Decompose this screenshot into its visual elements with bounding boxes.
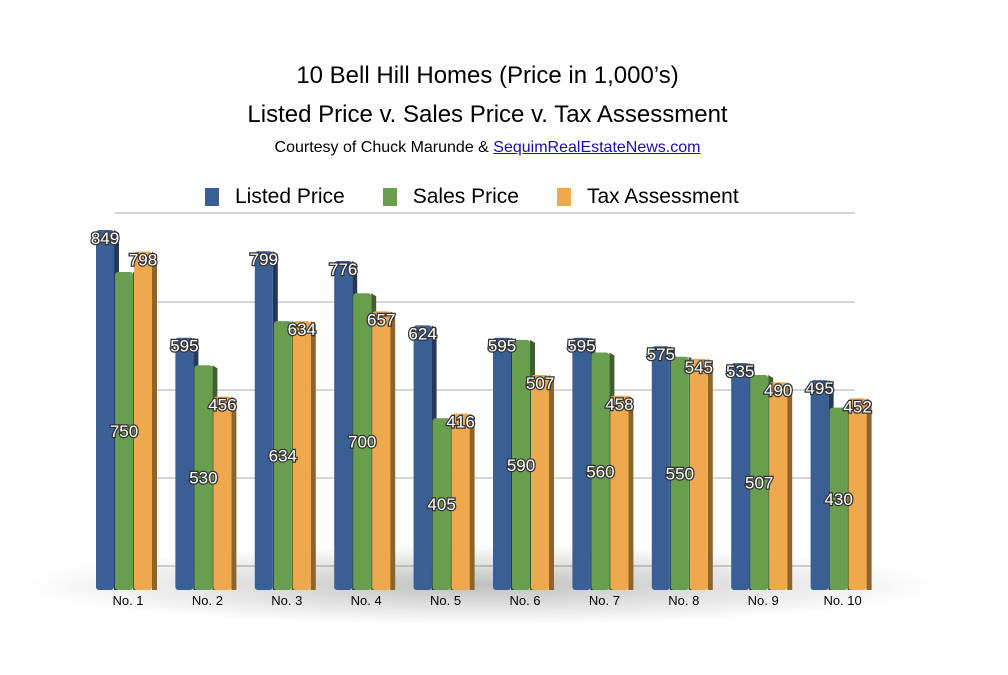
chart-title: 10 Bell Hill Homes (Price in 1,000’s) bbox=[296, 62, 679, 89]
bar-sales-price bbox=[512, 339, 530, 590]
bar-tax-assessment bbox=[292, 321, 311, 590]
bar-sales-price bbox=[353, 293, 372, 590]
bar-sales-price bbox=[591, 352, 610, 590]
value-label: 595 bbox=[488, 337, 516, 356]
value-label: 495 bbox=[805, 379, 833, 398]
value-label: 458 bbox=[605, 395, 633, 414]
category-label: No. 6 bbox=[509, 593, 540, 608]
legend: Listed Price Sales Price Tax Assessment bbox=[205, 185, 777, 209]
value-label: 595 bbox=[567, 337, 595, 356]
bar-tax-assessment bbox=[848, 398, 867, 590]
bar-listed-price bbox=[413, 325, 432, 590]
value-label: 634 bbox=[269, 447, 297, 466]
bar-listed-price bbox=[175, 337, 194, 590]
legend-swatch bbox=[382, 188, 397, 206]
category-label: No. 3 bbox=[271, 593, 302, 608]
credit-link[interactable]: SequimRealEstateNews.com bbox=[493, 139, 701, 156]
bar-side bbox=[866, 398, 872, 590]
value-label: 550 bbox=[666, 464, 694, 483]
value-label: 624 bbox=[408, 324, 436, 343]
floor-shadow bbox=[20, 545, 940, 625]
bar-listed-price bbox=[334, 260, 353, 590]
value-label: 560 bbox=[586, 462, 614, 481]
legend-swatch bbox=[205, 188, 219, 206]
value-label: 507 bbox=[745, 474, 773, 493]
value-label: 490 bbox=[764, 381, 792, 400]
value-label: 750 bbox=[110, 422, 138, 441]
bar-side bbox=[231, 396, 237, 590]
value-label: 657 bbox=[367, 310, 395, 329]
bar-listed-price bbox=[493, 337, 511, 590]
value-label: 776 bbox=[329, 260, 357, 279]
bar-listed-price bbox=[572, 337, 591, 590]
value-label: 405 bbox=[427, 495, 455, 514]
category-label: No. 9 bbox=[748, 593, 779, 608]
value-label: 535 bbox=[726, 362, 754, 381]
value-label: 799 bbox=[250, 250, 278, 269]
value-label: 798 bbox=[129, 251, 157, 270]
bar-sales-price bbox=[750, 375, 769, 590]
bar-side bbox=[469, 413, 475, 590]
chart-credit: Courtesy of Chuck Marunde & SequimRealEs… bbox=[0, 139, 975, 157]
value-label: 530 bbox=[189, 469, 217, 488]
value-label: 430 bbox=[824, 490, 852, 509]
value-label: 700 bbox=[348, 433, 376, 452]
category-label: No. 2 bbox=[192, 593, 223, 608]
category-label: No. 7 bbox=[589, 593, 620, 608]
category-label: No. 10 bbox=[823, 593, 861, 608]
category-label: No. 4 bbox=[351, 593, 382, 608]
credit-text: Courtesy of Chuck Marunde & bbox=[274, 139, 494, 156]
value-label: 507 bbox=[526, 374, 554, 393]
value-label: 545 bbox=[685, 358, 713, 377]
value-label: 452 bbox=[843, 397, 871, 416]
bar-side bbox=[549, 375, 554, 590]
legend-label: Tax Assessment bbox=[586, 185, 739, 208]
category-label: No. 5 bbox=[430, 593, 461, 608]
bar-side bbox=[707, 358, 713, 590]
bar-side bbox=[390, 311, 396, 590]
category-label: No. 1 bbox=[112, 593, 143, 608]
bar-side bbox=[628, 395, 634, 590]
bar-listed-price bbox=[731, 363, 750, 590]
value-label: 595 bbox=[170, 337, 198, 356]
bar-side bbox=[152, 251, 157, 590]
bar-tax-assessment bbox=[531, 375, 549, 590]
value-label: 416 bbox=[446, 413, 474, 432]
legend-label: Sales Price bbox=[412, 185, 519, 208]
bar-sales-price bbox=[432, 418, 451, 590]
bar-sales-price bbox=[273, 321, 292, 590]
value-label: 590 bbox=[507, 456, 535, 475]
value-label: 575 bbox=[647, 345, 675, 364]
bar-sales-price bbox=[829, 407, 848, 590]
value-label: 634 bbox=[288, 320, 316, 339]
legend-swatch bbox=[556, 188, 571, 206]
bar-listed-price bbox=[651, 346, 670, 590]
bar-tax-assessment bbox=[769, 382, 788, 590]
value-label: 456 bbox=[208, 396, 236, 415]
bar-side bbox=[310, 321, 316, 590]
bar-tax-assessment bbox=[689, 358, 708, 590]
legend-item-tax: Tax Assessment bbox=[556, 185, 739, 209]
bar-tax-assessment bbox=[213, 396, 232, 590]
legend-item-listed: Listed Price bbox=[205, 185, 345, 209]
value-label: 849 bbox=[91, 229, 119, 248]
bar-side bbox=[787, 382, 793, 590]
legend-item-sales: Sales Price bbox=[382, 185, 519, 209]
bar-tax-assessment bbox=[451, 413, 470, 590]
bar-sales-price bbox=[670, 356, 689, 590]
bar-listed-price bbox=[254, 251, 273, 590]
bar-listed-price bbox=[96, 230, 114, 591]
bar-tax-assessment bbox=[134, 251, 152, 590]
bar-tax-assessment bbox=[372, 311, 391, 590]
bar-sales-price bbox=[194, 365, 213, 590]
category-label: No. 8 bbox=[668, 593, 699, 608]
bar-listed-price bbox=[810, 380, 829, 590]
chart-subtitle: Listed Price v. Sales Price v. Tax Asses… bbox=[247, 101, 728, 128]
bar-sales-price bbox=[115, 272, 133, 590]
bar-tax-assessment bbox=[610, 395, 629, 590]
legend-label: Listed Price bbox=[235, 185, 345, 208]
